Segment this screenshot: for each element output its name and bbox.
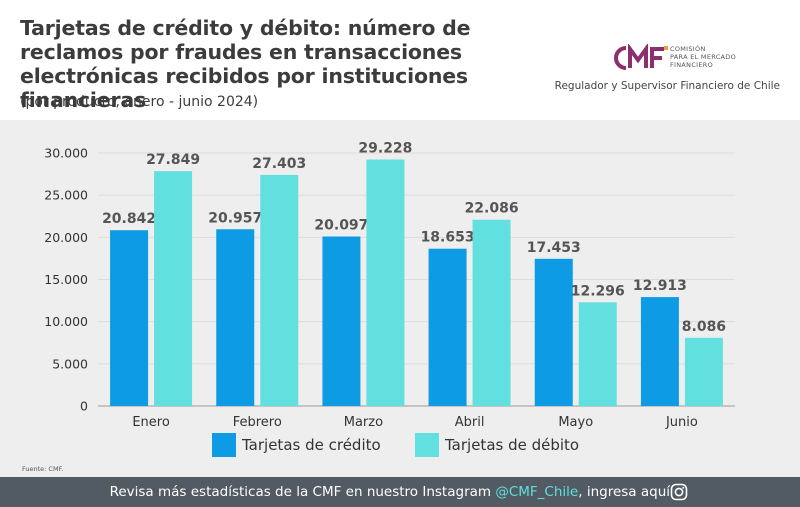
footer-text[interactable]: Revisa más estadísticas de la CMF en nue… <box>0 477 670 507</box>
y-tick-label: 20.000 <box>44 230 88 245</box>
bar-credito <box>216 229 255 406</box>
bar-credito <box>110 230 149 406</box>
data-label: 20.097 <box>314 218 368 234</box>
data-label: 12.296 <box>571 283 625 299</box>
y-tick-label: 30.000 <box>44 146 88 161</box>
y-tick-label: 5.000 <box>52 356 88 371</box>
footer-text-after: , ingresa aquí <box>578 484 670 500</box>
bar-debito <box>684 337 723 406</box>
regulator-text: Regulador y Supervisor Financiero de Chi… <box>554 80 780 92</box>
cmf-logo-icon <box>614 44 668 70</box>
bar-credito <box>428 248 467 406</box>
footer-text-before: Revisa más estadísticas de la CMF en nue… <box>109 484 496 500</box>
chart-title: Tarjetas de crédito y débito: número de … <box>20 16 471 112</box>
instagram-icon[interactable] <box>670 483 688 501</box>
logo-text-line: COMISIÓN <box>670 45 706 53</box>
logo-text-line: FINANCIERO <box>670 61 714 69</box>
chart-subtitle: (por producto, enero - junio 2024) <box>20 94 259 110</box>
data-label: 29.228 <box>358 141 412 157</box>
data-label: 27.403 <box>252 156 306 172</box>
x-tick-label: Enero <box>132 415 170 430</box>
data-label: 12.913 <box>633 278 687 294</box>
bar-credito <box>534 258 573 406</box>
bar-debito <box>578 302 617 406</box>
data-label: 8.086 <box>682 319 726 335</box>
legend-label-debito: Tarjetas de débito <box>445 436 580 454</box>
y-tick-label: 15.000 <box>44 272 88 287</box>
bar-chart: 0 5.000 10.000 15.000 20.000 25.000 30.000 20.8… <box>44 141 735 430</box>
y-tick-label: 25.000 <box>44 188 88 203</box>
data-label: 22.086 <box>465 201 519 217</box>
legend-label-credito: Tarjetas de crédito <box>242 436 381 454</box>
footer-banner[interactable]: Revisa más estadísticas de la CMF en nue… <box>0 477 800 507</box>
bar-debito <box>260 174 299 406</box>
instagram-handle-link[interactable]: @CMF_Chile <box>495 484 579 500</box>
cmf-logo: COMISIÓN PARA EL MERCADO FINANCIERO <box>612 44 772 72</box>
logo-text-line: PARA EL MERCADO <box>670 53 737 61</box>
bar-debito <box>472 219 511 406</box>
header: Tarjetas de crédito y débito: número de … <box>0 0 800 120</box>
y-tick-label: 10.000 <box>44 314 88 329</box>
x-tick-label: Junio <box>665 415 698 430</box>
bar-debito <box>154 171 193 406</box>
x-tick-label: Abril <box>455 415 485 430</box>
bar-credito <box>640 297 679 406</box>
x-tick-label: Marzo <box>344 415 383 430</box>
legend-swatch-credito <box>212 433 236 457</box>
x-tick-label: Febrero <box>233 415 282 430</box>
logo-text: COMISIÓN PARA EL MERCADO FINANCIERO <box>670 45 780 69</box>
chart-area: 0 5.000 10.000 15.000 20.000 25.000 30.000 20.8… <box>0 120 800 477</box>
y-tick-label: 0 <box>80 399 88 414</box>
data-label: 20.842 <box>102 211 156 227</box>
bar-credito <box>322 236 361 406</box>
x-tick-label: Mayo <box>558 415 593 430</box>
data-label: 18.653 <box>421 230 475 246</box>
data-label: 27.849 <box>146 152 200 168</box>
source-note: Fuente: CMF. <box>22 465 64 473</box>
data-label: 20.957 <box>208 210 262 226</box>
legend-swatch-debito <box>415 433 439 457</box>
data-label: 17.453 <box>527 240 581 256</box>
bar-debito <box>366 159 405 406</box>
